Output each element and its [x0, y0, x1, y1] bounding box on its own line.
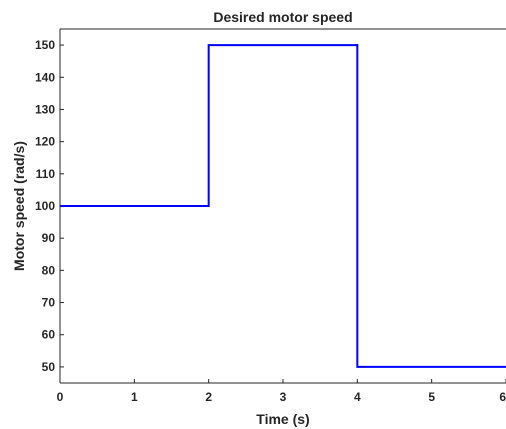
x-tick-label: 4	[354, 390, 361, 404]
y-axis-ticks: 50 60 70 80 90 100 110 120 130 140 150	[35, 38, 64, 374]
x-axis-label: Time (s)	[256, 411, 309, 427]
y-tick-label: 120	[35, 135, 55, 149]
series-line	[60, 44, 506, 368]
x-tick-label: 1	[131, 390, 138, 404]
x-axis-ticks: 0 1 2 3 4 5 6	[57, 379, 506, 404]
x-tick-label: 0	[57, 390, 64, 404]
y-axis-label: Motor speed (rad/s)	[11, 141, 27, 271]
x-tick-label: 3	[280, 390, 287, 404]
y-tick-label: 90	[42, 231, 56, 245]
x-tick-label: 6	[499, 390, 506, 404]
x-tick-label: 5	[428, 390, 435, 404]
y-tick-label: 50	[42, 360, 56, 374]
x-tick-label: 2	[205, 390, 212, 404]
y-tick-label: 150	[35, 38, 55, 52]
y-tick-label: 80	[42, 263, 56, 277]
chart-title: Desired motor speed	[213, 9, 352, 25]
y-tick-label: 140	[35, 70, 55, 84]
y-tick-label: 60	[42, 328, 56, 342]
y-tick-label: 70	[42, 296, 56, 310]
y-tick-label: 110	[36, 167, 56, 181]
y-tick-label: 100	[35, 199, 55, 213]
y-tick-label: 130	[35, 102, 55, 116]
